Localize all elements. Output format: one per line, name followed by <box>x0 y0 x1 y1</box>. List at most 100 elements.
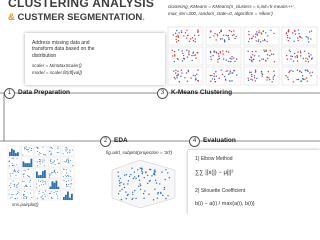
cluster-point <box>287 39 290 42</box>
pairplot-point <box>50 147 52 149</box>
pairplot-point <box>53 170 55 172</box>
cluster-point <box>178 32 180 34</box>
cluster-point <box>223 75 226 78</box>
cluster-point <box>288 49 291 51</box>
cluster-point <box>290 69 292 72</box>
pairplot-point <box>49 176 51 178</box>
cluster-point <box>185 72 188 74</box>
pairplot-cell <box>34 145 48 157</box>
cluster-point <box>180 30 183 32</box>
pairplot-point <box>69 151 71 153</box>
cluster-point <box>177 49 180 51</box>
pairplot-cell <box>7 189 21 201</box>
cluster-point <box>309 72 311 74</box>
pairplot-hist <box>40 175 42 178</box>
cluster-point <box>191 59 193 62</box>
cluster-point <box>225 34 227 36</box>
pairplot-point <box>43 158 45 160</box>
cluster-point <box>186 49 188 51</box>
cluster-point <box>273 32 275 35</box>
plot3d-point <box>157 191 159 194</box>
cluster-point <box>287 76 289 79</box>
pairplot-point <box>65 150 67 152</box>
cluster-point <box>180 69 183 71</box>
cluster-point <box>250 59 252 61</box>
cluster-point <box>214 81 217 83</box>
pairplot-point <box>70 179 72 181</box>
plot3d-point <box>124 174 126 176</box>
plot3d-point <box>119 190 121 192</box>
cluster-point <box>180 75 182 77</box>
cluster-point <box>174 78 176 80</box>
pairplot-point <box>24 147 26 149</box>
pairplot-point <box>17 190 19 192</box>
pairplot-cell <box>61 156 75 168</box>
cluster-point <box>225 59 227 61</box>
cluster-point <box>219 52 222 54</box>
pairplot-point <box>13 164 15 166</box>
pairplot-cell <box>34 178 48 190</box>
cluster-point <box>304 78 306 80</box>
pairplot-hist <box>63 196 65 200</box>
pairplot-point <box>18 172 20 174</box>
cluster-point <box>267 71 270 73</box>
cluster-point <box>191 54 193 57</box>
kmeans-code: clustering_KMeans = KMeans(n_clusters = … <box>168 4 296 9</box>
pairplot-point <box>25 185 27 187</box>
cluster-point <box>210 80 212 82</box>
pairplot-point <box>63 161 65 163</box>
pairplot-point <box>14 171 16 173</box>
cluster-point <box>217 58 219 61</box>
cluster-point <box>248 58 251 61</box>
pairplot-cell <box>21 189 34 201</box>
cluster-plot <box>205 46 242 66</box>
pairplot-point <box>43 183 45 185</box>
pairplot-point <box>49 173 51 175</box>
pairplot-hist <box>36 171 38 178</box>
cluster-point <box>176 77 178 79</box>
cluster-point <box>256 77 258 80</box>
cluster-point <box>296 60 299 62</box>
pairplot-point <box>10 182 12 184</box>
plot3d-point <box>131 191 134 193</box>
cluster-point <box>220 30 223 33</box>
plot3d-point <box>125 197 127 200</box>
pairplot-point <box>69 186 71 188</box>
pairplot-point <box>25 184 27 186</box>
plot3d-point <box>141 167 143 169</box>
cluster-point <box>258 31 260 34</box>
cluster-plot <box>243 46 280 66</box>
cluster-point <box>292 81 294 83</box>
plot3d-point <box>154 171 157 173</box>
pairplot-point <box>51 172 53 174</box>
method-name: 1) Elbow Method <box>195 156 233 162</box>
cluster-point <box>264 38 266 41</box>
cluster-point <box>175 69 177 72</box>
pairplot-point <box>12 172 14 174</box>
plot3d-point <box>127 180 130 182</box>
cluster-point <box>272 76 275 78</box>
pairplot-point <box>26 196 28 198</box>
cluster-point <box>293 40 295 43</box>
pairplot-point <box>51 197 53 199</box>
cluster-point <box>182 54 185 57</box>
plot3d-point <box>142 192 145 195</box>
cluster-point <box>302 57 305 60</box>
cluster-point <box>192 40 195 42</box>
cluster-point <box>175 36 177 38</box>
pairplot-point <box>38 152 40 154</box>
pairplot-point <box>50 160 52 162</box>
cluster-point <box>171 49 173 51</box>
pairplot-point <box>24 191 26 193</box>
pairplot-point <box>51 148 53 150</box>
cluster-point <box>197 29 199 31</box>
step-label: Data Preparation <box>18 89 71 96</box>
pairplot-point <box>39 159 41 161</box>
plot3d-point <box>137 175 140 178</box>
plot3d-point <box>130 173 132 176</box>
plot3d-point <box>120 181 122 184</box>
pairplot-point <box>42 181 44 183</box>
cluster-point <box>307 52 310 55</box>
pairplot-point <box>68 180 70 182</box>
cluster-point <box>290 55 292 57</box>
